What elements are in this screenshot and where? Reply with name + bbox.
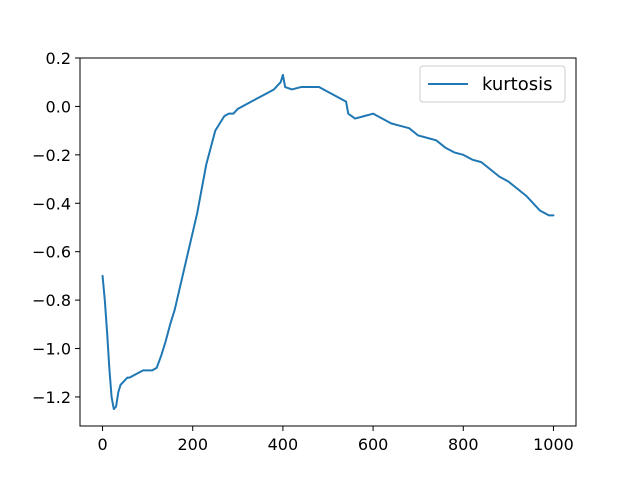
y-tick-label: −0.6 [32, 243, 71, 262]
legend-label-kurtosis: kurtosis [482, 74, 553, 95]
y-tick-label: −1.2 [32, 388, 71, 407]
y-tick-label: −0.2 [32, 146, 71, 165]
y-tick-label: −0.8 [32, 291, 71, 310]
x-tick-label: 0 [97, 435, 107, 454]
x-tick-label: 1000 [533, 435, 574, 454]
y-tick-label: 0.0 [46, 97, 71, 116]
legend: kurtosis [420, 66, 565, 102]
x-tick-label: 400 [268, 435, 299, 454]
y-tick-label: −1.0 [32, 340, 71, 359]
y-tick-label: −0.4 [32, 194, 71, 213]
x-tick-label: 600 [358, 435, 389, 454]
plot-area [80, 58, 576, 426]
x-tick-label: 200 [177, 435, 208, 454]
y-tick-label: 0.2 [46, 49, 71, 68]
x-tick-label: 800 [448, 435, 479, 454]
